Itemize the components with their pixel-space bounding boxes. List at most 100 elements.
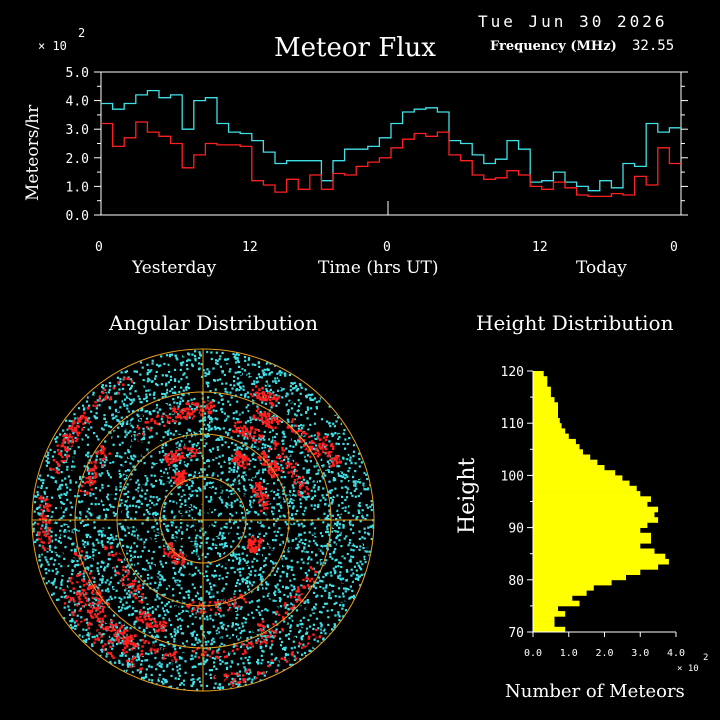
- meteor-echo-point: [90, 565, 93, 568]
- meteor-echo-point: [217, 474, 220, 477]
- meteor-echo-point: [196, 477, 199, 480]
- meteor-echo-point: [183, 493, 186, 496]
- meteor-echo-point: [175, 661, 178, 664]
- meteor-echo-point: [333, 478, 336, 481]
- meteor-echo-point: [74, 495, 77, 498]
- meteor-echo-point: [285, 575, 289, 578]
- meteor-echo-point: [98, 551, 101, 554]
- meteor-echo-point: [246, 523, 249, 526]
- meteor-echo-point: [293, 468, 297, 471]
- meteor-echo-point: [208, 591, 211, 594]
- meteor-echo-point: [196, 494, 199, 497]
- meteor-echo-point: [306, 454, 309, 457]
- meteor-echo-point: [132, 572, 135, 576]
- meteor-echo-point: [64, 432, 67, 435]
- meteor-echo-point: [100, 427, 104, 430]
- meteor-echo-point: [166, 602, 169, 605]
- meteor-echo-point: [167, 476, 170, 479]
- meteor-echo-point: [244, 656, 247, 659]
- meteor-echo-point: [81, 480, 84, 483]
- meteor-echo-point: [305, 410, 308, 414]
- meteor-echo-point: [290, 568, 293, 571]
- meteor-echo-point: [369, 525, 372, 528]
- meteor-echo-point: [313, 638, 316, 641]
- meteor-echo-point: [146, 530, 150, 533]
- meteor-echo-point: [263, 635, 267, 638]
- meteor-echo-point: [136, 424, 139, 427]
- meteor-echo-point: [354, 495, 357, 498]
- meteor-echo-point-red: [253, 549, 256, 553]
- meteor-echo-point: [167, 363, 170, 366]
- meteor-echo-point: [100, 565, 103, 568]
- meteor-echo-point: [74, 627, 77, 630]
- meteor-echo-point: [273, 592, 276, 595]
- meteor-echo-point: [147, 377, 150, 380]
- meteor-echo-point: [289, 626, 292, 629]
- meteor-echo-point: [157, 572, 160, 575]
- meteor-echo-point: [106, 536, 109, 540]
- meteor-echo-point: [83, 407, 86, 410]
- meteor-echo-point-red: [212, 650, 215, 653]
- meteor-echo-point: [320, 544, 323, 547]
- meteor-echo-point-red: [180, 478, 183, 482]
- meteor-echo-point-red: [106, 628, 109, 631]
- meteor-echo-point: [288, 505, 291, 508]
- meteor-echo-point: [244, 591, 247, 594]
- meteor-echo-point: [180, 440, 183, 443]
- meteor-echo-point: [359, 520, 362, 523]
- meteor-echo-point: [107, 474, 111, 477]
- meteor-echo-point: [328, 504, 331, 507]
- meteor-echo-point: [89, 535, 92, 539]
- meteor-echo-point: [277, 478, 280, 482]
- meteor-echo-point: [155, 496, 158, 499]
- meteor-echo-point-red: [223, 674, 227, 677]
- meteor-echo-point-red: [207, 648, 210, 651]
- meteor-echo-point: [112, 511, 115, 514]
- meteor-echo-point: [158, 581, 161, 584]
- meteor-echo-point: [260, 376, 263, 379]
- meteor-echo-point: [283, 486, 286, 489]
- meteor-echo-point-red: [271, 470, 274, 473]
- meteor-echo-point: [163, 544, 166, 547]
- meteor-echo-point: [238, 562, 241, 565]
- meteor-echo-point-red: [69, 598, 73, 601]
- meteor-echo-point-red: [125, 645, 129, 648]
- meteor-echo-point: [352, 555, 355, 559]
- meteor-echo-point: [101, 535, 104, 538]
- meteor-echo-point: [171, 588, 175, 591]
- meteor-echo-point: [262, 650, 265, 653]
- meteor-echo-point: [353, 489, 356, 492]
- meteor-echo-point: [70, 506, 73, 509]
- meteor-echo-point: [55, 507, 58, 510]
- meteor-echo-point: [176, 578, 179, 582]
- meteor-echo-point: [243, 666, 246, 669]
- meteor-echo-point: [86, 510, 89, 513]
- meteor-echo-point: [87, 455, 90, 458]
- meteor-echo-point: [178, 674, 181, 677]
- meteor-echo-point: [198, 430, 201, 433]
- meteor-echo-point: [169, 500, 172, 503]
- meteor-echo-point-red: [193, 607, 196, 610]
- meteor-echo-point: [107, 590, 110, 593]
- meteor-echo-point: [182, 683, 185, 686]
- meteor-echo-point: [125, 433, 128, 436]
- meteor-echo-point: [271, 439, 274, 442]
- meteor-echo-point: [191, 643, 194, 646]
- meteor-echo-point-red: [161, 415, 164, 418]
- meteor-echo-point: [334, 614, 337, 617]
- meteor-echo-point: [285, 455, 288, 458]
- meteor-echo-point: [267, 444, 270, 448]
- meteor-echo-point: [116, 419, 119, 422]
- meteor-echo-point: [120, 538, 124, 542]
- meteor-echo-point-red: [78, 597, 81, 601]
- meteor-echo-point: [38, 544, 41, 547]
- meteor-echo-point: [134, 569, 138, 573]
- meteor-echo-point: [195, 458, 198, 461]
- meteor-echo-point: [98, 533, 101, 536]
- meteor-echo-point: [258, 504, 261, 507]
- meteor-echo-point: [358, 504, 361, 508]
- meteor-echo-point: [221, 577, 224, 580]
- meteor-echo-point: [157, 635, 160, 638]
- meteor-echo-point: [102, 387, 105, 390]
- meteor-echo-point: [247, 410, 250, 413]
